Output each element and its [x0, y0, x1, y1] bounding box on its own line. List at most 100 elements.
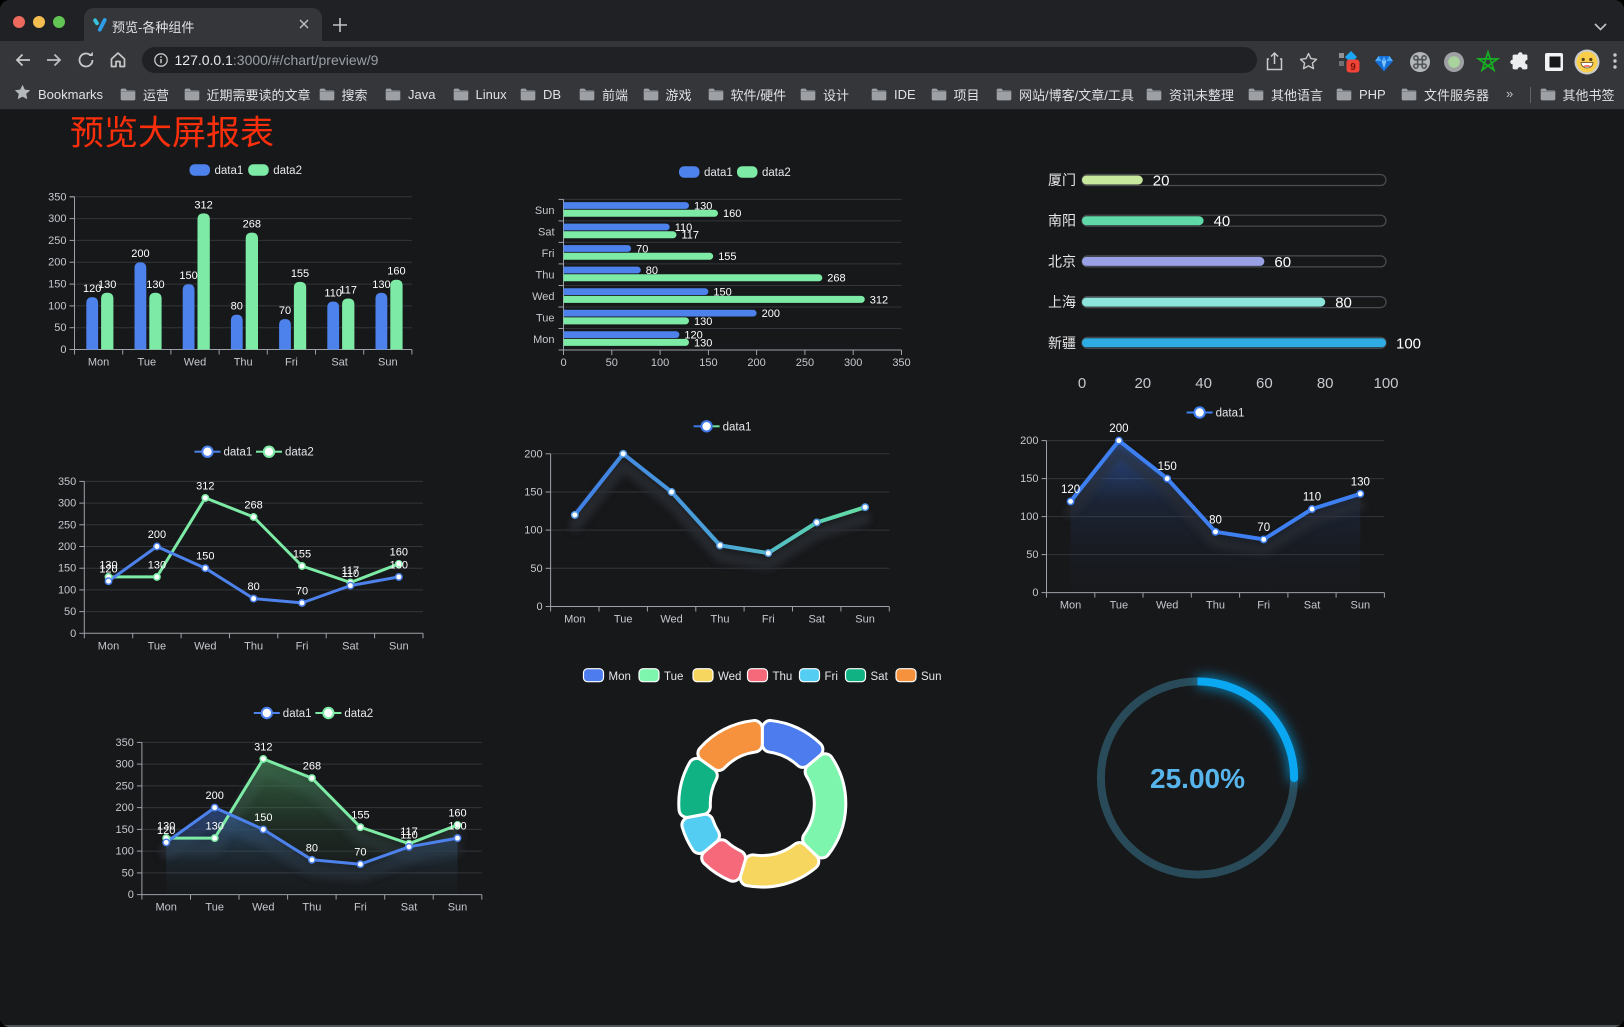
svg-text:Tue: Tue: [614, 614, 633, 626]
svg-text:350: 350: [48, 191, 66, 203]
svg-text:100: 100: [524, 525, 542, 537]
svg-text:300: 300: [116, 759, 134, 771]
svg-text:25.00%: 25.00%: [1150, 763, 1245, 794]
svg-text:Wed: Wed: [532, 291, 554, 303]
svg-text:130: 130: [694, 316, 712, 328]
svg-text:200: 200: [48, 257, 66, 269]
svg-text:250: 250: [58, 519, 76, 531]
svg-text:Wed: Wed: [718, 671, 741, 683]
svg-text:0: 0: [560, 357, 566, 369]
svg-text:新疆: 新疆: [1048, 335, 1076, 351]
svg-text:Sat: Sat: [808, 614, 825, 626]
svg-text:250: 250: [796, 357, 814, 369]
svg-text:Sun: Sun: [448, 902, 468, 914]
svg-text:40: 40: [1195, 375, 1212, 392]
svg-text:40: 40: [1214, 213, 1231, 230]
svg-text:Sun: Sun: [389, 640, 409, 652]
svg-text:130: 130: [99, 559, 117, 571]
svg-text:70: 70: [1257, 522, 1270, 534]
svg-text:0: 0: [536, 601, 542, 613]
svg-text:130: 130: [372, 279, 390, 291]
svg-text:200: 200: [206, 790, 224, 802]
svg-text:data2: data2: [285, 447, 314, 459]
svg-text:200: 200: [131, 248, 149, 260]
svg-text:350: 350: [58, 476, 76, 488]
svg-text:Tue: Tue: [664, 671, 683, 683]
svg-text:0: 0: [70, 628, 76, 640]
svg-text:Fri: Fri: [1257, 600, 1270, 612]
svg-text:厦门: 厦门: [1048, 172, 1076, 188]
svg-text:70: 70: [636, 243, 648, 255]
svg-text:data1: data1: [215, 165, 244, 177]
svg-text:Wed: Wed: [1156, 600, 1178, 612]
svg-text:Sun: Sun: [535, 205, 555, 217]
svg-text:130: 130: [694, 337, 712, 349]
svg-text:Mon: Mon: [1060, 600, 1081, 612]
svg-text:南阳: 南阳: [1048, 213, 1076, 229]
svg-text:268: 268: [827, 273, 845, 285]
svg-text:0: 0: [60, 344, 66, 356]
svg-text:Wed: Wed: [252, 902, 274, 914]
svg-text:Sun: Sun: [378, 357, 398, 369]
svg-text:50: 50: [530, 563, 542, 575]
svg-text:120: 120: [99, 564, 117, 576]
svg-text:80: 80: [1317, 375, 1334, 392]
svg-text:data2: data2: [762, 167, 791, 179]
svg-text:80: 80: [247, 581, 259, 593]
svg-text:Sun: Sun: [921, 671, 941, 683]
svg-text:150: 150: [196, 551, 214, 563]
svg-text:Fri: Fri: [825, 671, 838, 683]
svg-text:Wed: Wed: [194, 640, 216, 652]
svg-text:120: 120: [83, 283, 101, 295]
svg-text:100: 100: [58, 584, 76, 596]
svg-text:155: 155: [293, 549, 311, 561]
svg-text:0: 0: [128, 889, 134, 901]
svg-text:268: 268: [303, 761, 321, 773]
svg-text:Fri: Fri: [762, 614, 775, 626]
svg-text:Fri: Fri: [354, 902, 367, 914]
svg-text:268: 268: [244, 500, 262, 512]
svg-text:100: 100: [1373, 375, 1398, 392]
svg-text:Thu: Thu: [711, 614, 730, 626]
svg-text:Thu: Thu: [773, 671, 793, 683]
svg-text:预览大屏报表: 预览大屏报表: [70, 115, 274, 153]
svg-text:Thu: Thu: [302, 902, 321, 914]
svg-text:200: 200: [1020, 435, 1038, 447]
svg-text:0: 0: [1078, 375, 1086, 392]
svg-text:110: 110: [675, 222, 693, 234]
svg-text:160: 160: [723, 208, 741, 220]
svg-text:80: 80: [1335, 295, 1352, 312]
svg-text:155: 155: [718, 251, 736, 263]
svg-text:北京: 北京: [1048, 253, 1076, 269]
svg-text:312: 312: [194, 199, 212, 211]
svg-text:data2: data2: [273, 165, 302, 177]
svg-text:150: 150: [179, 270, 197, 282]
svg-text:120: 120: [684, 330, 702, 342]
svg-text:200: 200: [747, 357, 765, 369]
svg-text:350: 350: [116, 737, 134, 749]
svg-text:0: 0: [1032, 587, 1038, 599]
svg-text:data2: data2: [344, 708, 373, 720]
svg-text:Tue: Tue: [138, 357, 157, 369]
svg-text:312: 312: [870, 294, 888, 306]
svg-text:Sat: Sat: [342, 640, 359, 652]
svg-text:Mon: Mon: [564, 614, 585, 626]
svg-text:100: 100: [1020, 511, 1038, 523]
svg-text:155: 155: [351, 810, 369, 822]
svg-text:130: 130: [206, 821, 224, 833]
svg-text:Sat: Sat: [538, 227, 555, 239]
svg-text:50: 50: [64, 606, 76, 618]
svg-text:200: 200: [58, 541, 76, 553]
svg-text:Tue: Tue: [148, 640, 167, 652]
svg-text:150: 150: [713, 287, 731, 299]
svg-text:160: 160: [387, 266, 405, 278]
svg-text:Mon: Mon: [609, 671, 631, 683]
svg-text:350: 350: [892, 357, 910, 369]
svg-text:150: 150: [1020, 473, 1038, 485]
svg-text:150: 150: [699, 357, 717, 369]
svg-text:70: 70: [354, 847, 366, 859]
svg-text:60: 60: [1256, 375, 1273, 392]
svg-text:80: 80: [1209, 514, 1222, 526]
svg-text:50: 50: [606, 357, 618, 369]
svg-text:250: 250: [116, 780, 134, 792]
